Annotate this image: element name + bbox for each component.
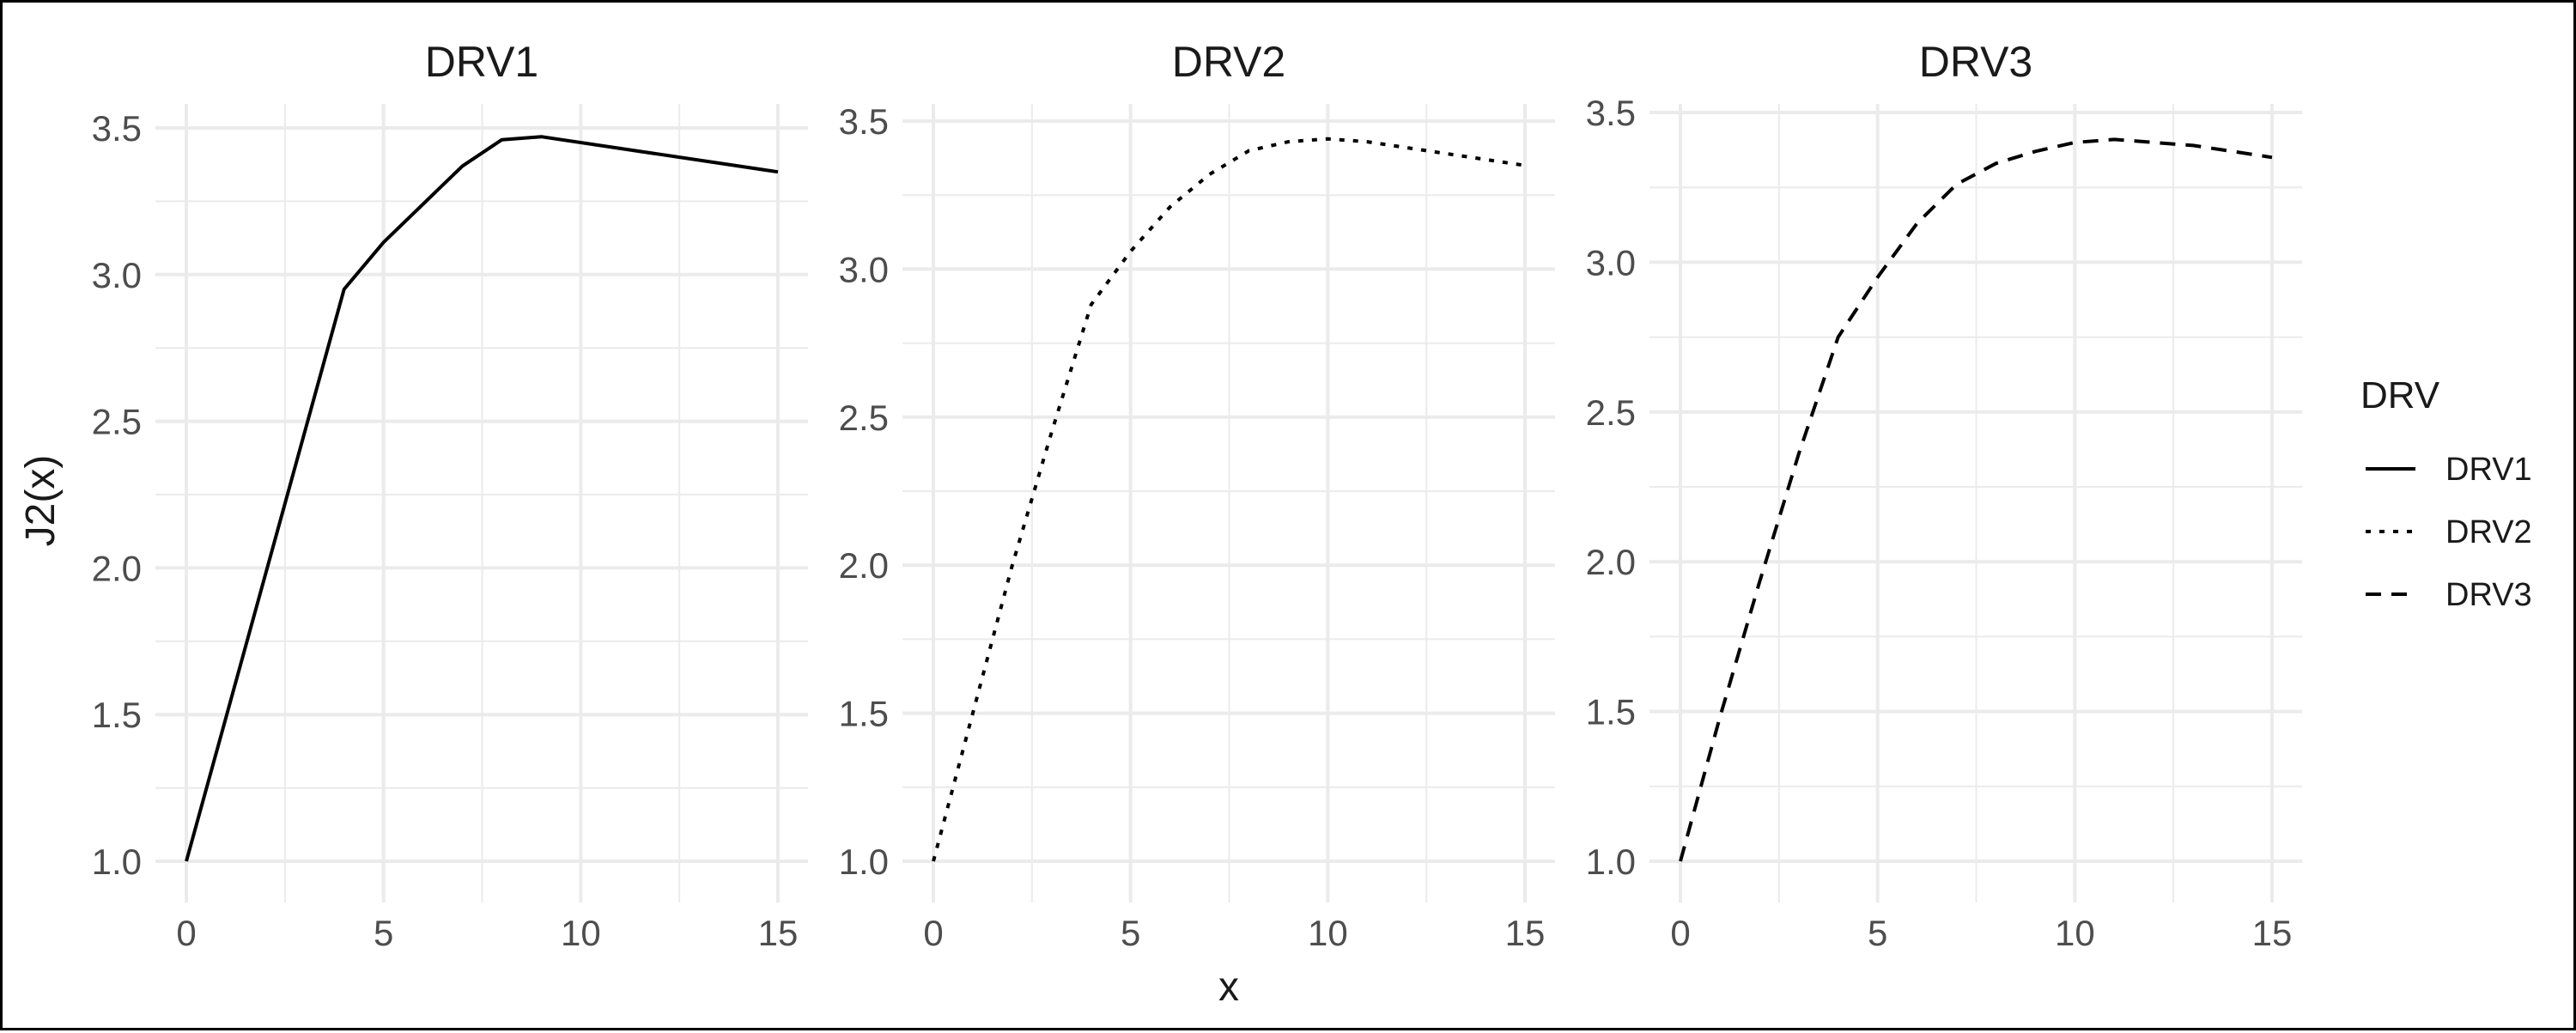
y-tick-label: 1.0 — [839, 842, 889, 882]
x-tick-label: 15 — [758, 913, 799, 953]
y-tick-label: 1.5 — [92, 695, 142, 735]
panel-2: 0 5 10 15 1.0 1.5 2.0 2.5 3.0 3.5 DRV2 — [839, 38, 1555, 953]
x-tick-label: 15 — [2252, 913, 2293, 953]
x-axis-title: x — [1218, 964, 1239, 1010]
y-axis-title: J2(x) — [18, 455, 64, 547]
y-tick-label: 3.0 — [92, 255, 142, 295]
x-tick-label: 5 — [1121, 913, 1140, 953]
x-tick-label: 0 — [923, 913, 943, 953]
y-tick-label: 1.5 — [839, 694, 889, 734]
legend-label-drv3: DRV3 — [2445, 577, 2532, 613]
y-tick-label: 2.0 — [92, 548, 142, 588]
y-tick-label: 2.5 — [1586, 392, 1636, 433]
series-line-drv3 — [1679, 137, 2273, 862]
series-line-drv2 — [932, 137, 1526, 862]
legend-label-drv1: DRV1 — [2445, 452, 2532, 488]
y-tick-label: 1.5 — [1586, 692, 1636, 732]
x-tick-label: 10 — [2055, 913, 2095, 953]
y-tick-label: 2.0 — [1586, 542, 1636, 582]
x-tick-label: 5 — [374, 913, 393, 953]
x-tick-label: 0 — [176, 913, 196, 953]
panels-group: 0 5 10 15 1.0 1.5 2.0 2.5 3.0 3.5 DRV1 0 5 10 15 1.0 1.5… — [92, 38, 2302, 953]
y-tick-label: 1.0 — [92, 842, 142, 882]
y-tick-label: 3.5 — [839, 101, 889, 142]
y-tick-label: 1.0 — [1586, 842, 1636, 882]
x-tick-label: 10 — [561, 913, 601, 953]
y-tick-label: 3.0 — [839, 249, 889, 289]
legend-label-drv2: DRV2 — [2445, 514, 2532, 550]
y-tick-label: 2.5 — [839, 398, 889, 438]
x-tick-label: 5 — [1868, 913, 1887, 953]
panel-title: DRV2 — [1172, 38, 1285, 86]
x-tick-label: 15 — [1505, 913, 1546, 953]
panel-title: DRV3 — [1919, 38, 2032, 86]
y-tick-label: 3.0 — [1586, 242, 1636, 283]
legend-title: DRV — [2360, 374, 2440, 416]
series-line-drv1 — [185, 135, 779, 862]
panel-title: DRV1 — [425, 38, 538, 86]
panel-1: 0 5 10 15 1.0 1.5 2.0 2.5 3.0 3.5 DRV1 — [92, 38, 808, 953]
y-tick-label: 2.5 — [92, 402, 142, 442]
y-tick-label: 3.5 — [1586, 93, 1636, 133]
x-tick-label: 0 — [1670, 913, 1690, 953]
x-tick-label: 10 — [1308, 913, 1348, 953]
panel-3: 0 5 10 15 1.0 1.5 2.0 2.5 3.0 3.5 DRV3 — [1586, 38, 2302, 953]
legend: DRV DRV1 DRV2 DRV3 — [2360, 374, 2532, 613]
y-tick-label: 3.5 — [92, 108, 142, 149]
y-tick-label: 2.0 — [839, 545, 889, 586]
